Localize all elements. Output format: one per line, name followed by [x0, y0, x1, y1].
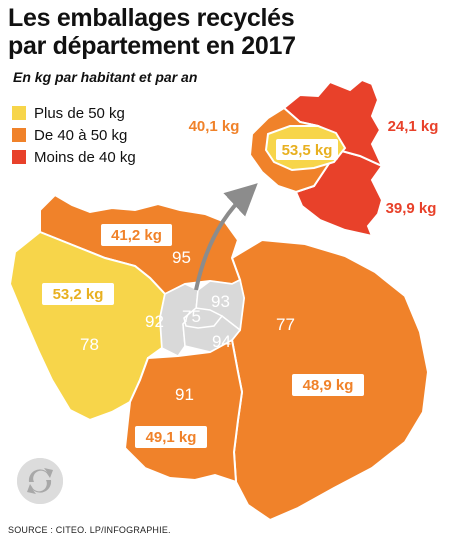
department-number-94: 94	[212, 332, 231, 351]
inset-value-93: 24,1 kg	[388, 118, 439, 135]
department-number-95: 95	[172, 248, 191, 267]
recycling-logo	[17, 458, 63, 504]
legend-label-mid: De 40 à 50 kg	[34, 126, 128, 144]
legend-swatch-mid	[12, 128, 26, 142]
value-label-78: 53,2 kg	[42, 283, 114, 305]
inset-value-label-75: 53,5 kg	[276, 139, 338, 160]
title-line-1: Les emballages recyclés	[8, 4, 295, 32]
value-text-91: 49,1 kg	[146, 429, 197, 446]
legend-swatch-low	[12, 150, 26, 164]
legend-item-low: Moins de 40 kg	[12, 146, 136, 168]
inset-value-94: 39,9 kg	[386, 200, 437, 217]
department-number-77: 77	[276, 315, 295, 334]
source-credit: SOURCE : CITEO. LP/INFOGRAPHIE.	[8, 525, 171, 535]
department-number-78: 78	[80, 335, 99, 354]
inset-value-75: 53,5 kg	[282, 142, 333, 159]
department-number-91: 91	[175, 385, 194, 404]
department-number-92: 92	[145, 312, 164, 331]
department-75	[183, 307, 224, 329]
map-title: Les emballages recyclés par département …	[8, 4, 296, 60]
department-number-75: 75	[182, 307, 201, 326]
legend-item-high: Plus de 50 kg	[12, 102, 136, 124]
value-label-91: 49,1 kg	[135, 426, 207, 448]
title-line-2: par département en 2017	[8, 32, 296, 60]
map-subtitle: En kg par habitant et par an	[13, 69, 198, 85]
inset-pointer-arrow	[194, 183, 258, 291]
legend: Plus de 50 kg De 40 à 50 kg Moins de 40 …	[12, 102, 136, 168]
legend-swatch-high	[12, 106, 26, 120]
value-text-78: 53,2 kg	[53, 286, 104, 303]
value-label-77: 48,9 kg	[292, 374, 364, 396]
value-label-95: 41,2 kg	[101, 224, 172, 246]
green-dot-icon	[17, 458, 63, 504]
inset-department-94	[294, 148, 384, 238]
value-text-95: 41,2 kg	[111, 227, 162, 244]
legend-label-low: Moins de 40 kg	[34, 148, 136, 166]
legend-label-high: Plus de 50 kg	[34, 104, 125, 122]
legend-item-mid: De 40 à 50 kg	[12, 124, 136, 146]
department-number-93: 93	[211, 292, 230, 311]
value-text-77: 48,9 kg	[303, 377, 354, 394]
inset-value-92: 40,1 kg	[189, 118, 240, 135]
